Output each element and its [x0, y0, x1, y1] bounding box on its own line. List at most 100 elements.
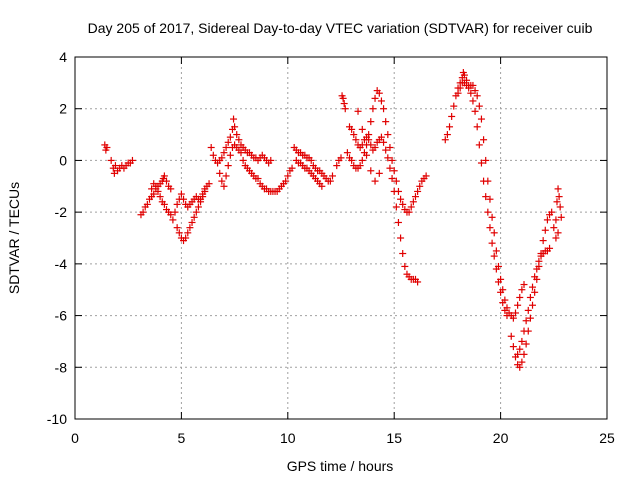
data-point: [371, 177, 379, 185]
data-point: [409, 198, 417, 206]
data-point: [552, 234, 560, 242]
y-tick-label: 0: [59, 152, 67, 168]
data-point: [288, 164, 296, 172]
data-point: [450, 102, 458, 110]
data-point: [477, 115, 485, 123]
data-point: [103, 144, 111, 151]
data-point: [216, 169, 224, 177]
data-point: [199, 190, 207, 198]
data-point: [441, 136, 449, 144]
data-point: [339, 94, 347, 102]
y-tick-label: -4: [55, 256, 68, 272]
data-point: [514, 301, 522, 309]
data-point: [486, 224, 494, 232]
data-point: [503, 312, 511, 320]
data-point: [382, 118, 390, 126]
data-point: [156, 193, 164, 201]
data-point: [139, 208, 147, 216]
data-point: [416, 182, 424, 190]
data-point: [414, 187, 422, 195]
data-point: [356, 162, 364, 170]
data-point: [557, 213, 565, 221]
data-point: [367, 167, 375, 175]
data-point: [209, 151, 217, 159]
data-point: [422, 172, 430, 180]
data-point: [392, 203, 400, 211]
data-point: [254, 175, 262, 183]
data-point: [399, 200, 407, 208]
data-point: [388, 156, 396, 164]
data-point: [350, 131, 358, 139]
data-point: [497, 288, 505, 296]
data-point: [526, 314, 534, 322]
data-point: [318, 182, 326, 190]
data-point: [358, 156, 366, 164]
data-point: [167, 211, 175, 219]
data-point: [541, 226, 549, 234]
data-point: [343, 149, 351, 157]
data-point: [107, 156, 115, 164]
data-point: [397, 195, 405, 203]
data-point: [552, 216, 560, 224]
data-point: [401, 262, 409, 270]
data-point: [160, 200, 168, 208]
data-point: [382, 146, 390, 154]
data-point: [222, 172, 230, 180]
data-point: [390, 167, 398, 175]
data-point: [175, 229, 183, 237]
data-point: [407, 203, 415, 211]
y-tick-label: -6: [55, 308, 68, 324]
data-point: [220, 182, 228, 190]
data-point: [233, 131, 241, 139]
y-tick-label: -8: [55, 359, 68, 375]
data-point: [448, 112, 456, 120]
data-point: [333, 162, 341, 170]
data-point: [460, 71, 468, 79]
data-point: [173, 200, 181, 208]
y-tick-label: 4: [59, 49, 67, 65]
data-point: [477, 159, 485, 167]
data-point: [224, 138, 232, 146]
data-point: [484, 208, 492, 216]
data-point: [520, 327, 528, 335]
data-point: [482, 156, 490, 164]
data-point: [230, 115, 238, 123]
data-point: [548, 208, 556, 216]
data-point: [358, 141, 366, 149]
data-point: [509, 343, 517, 351]
data-point: [239, 156, 247, 164]
data-point: [226, 151, 234, 159]
data-point: [392, 177, 400, 185]
data-point: [307, 156, 315, 164]
data-point: [518, 286, 526, 294]
data-point: [148, 185, 156, 193]
data-point: [128, 156, 136, 164]
data-point: [520, 350, 528, 358]
data-point: [363, 151, 371, 159]
data-point: [163, 177, 171, 185]
data-point: [188, 218, 196, 226]
data-point: [554, 229, 562, 237]
y-tick-label: 2: [59, 101, 67, 117]
data-point: [160, 172, 168, 180]
data-point: [365, 136, 373, 144]
data-points: [101, 69, 565, 371]
data-point: [201, 185, 209, 193]
data-point: [465, 84, 473, 92]
data-point: [384, 154, 392, 162]
data-point: [469, 97, 477, 105]
data-point: [475, 141, 483, 149]
data-point: [177, 190, 185, 198]
data-point: [554, 185, 562, 193]
data-point: [494, 278, 502, 286]
data-point: [341, 105, 349, 113]
data-point: [446, 123, 454, 131]
data-point: [111, 162, 119, 170]
data-point: [488, 239, 496, 247]
data-point: [326, 177, 334, 185]
data-point: [522, 317, 530, 325]
x-tick-label: 25: [599, 430, 615, 446]
x-tick-label: 20: [493, 430, 509, 446]
data-point: [514, 350, 522, 358]
